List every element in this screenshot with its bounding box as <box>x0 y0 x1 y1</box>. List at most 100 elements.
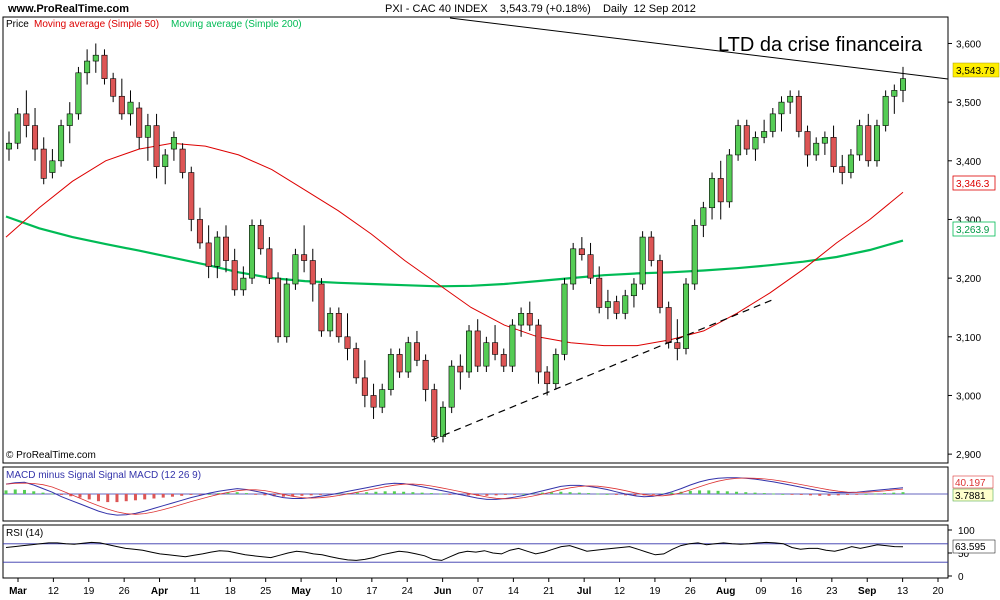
macd-hist-bar <box>790 494 794 495</box>
candle-body-up <box>735 125 742 156</box>
price-tick-label: 3,600 <box>956 39 981 50</box>
candle <box>726 149 733 208</box>
macd-hist-bar <box>41 492 45 494</box>
x-tick-label: Jul <box>577 586 592 597</box>
macd-hist-bar <box>217 493 221 494</box>
candle <box>900 66 906 103</box>
macd-hist-bar <box>772 493 776 495</box>
candle <box>683 278 690 355</box>
candle <box>66 102 73 144</box>
candle-body-up <box>66 113 73 126</box>
candle-body-up <box>561 283 568 355</box>
candle-body-up <box>761 131 768 138</box>
candle-body-down <box>23 113 30 126</box>
candle-body-down <box>318 283 325 332</box>
macd-hist-bar <box>846 494 850 495</box>
candle-body-down <box>587 254 594 279</box>
macd-hist-bar <box>78 494 82 498</box>
candle-body-down <box>717 178 724 203</box>
macd-hist-bar <box>466 494 470 496</box>
macd-hist-bar <box>365 492 369 494</box>
rsi-legend: RSI (14) <box>6 528 43 539</box>
candle-body-up <box>856 125 863 156</box>
candle-body-up <box>249 225 256 279</box>
candle-body-up <box>778 101 785 115</box>
macd-hist-bar <box>550 492 554 494</box>
candle <box>518 307 525 337</box>
candle <box>153 113 160 179</box>
macd-group <box>3 477 948 516</box>
macd-hist-bar <box>883 493 887 494</box>
macd-hist-bar <box>50 493 54 495</box>
signal-line <box>5 477 904 515</box>
price-axis: 3,600 3,500 3,400 3,300 3,200 3,100 3,000 2,900 <box>948 39 981 461</box>
candle <box>335 307 342 343</box>
candle <box>344 313 351 361</box>
candle <box>752 131 759 161</box>
candle <box>353 342 360 384</box>
candle-body-down <box>500 354 507 367</box>
candle <box>882 90 889 132</box>
macd-hist-bar <box>420 492 424 494</box>
candle <box>769 108 776 138</box>
x-tick-label: 16 <box>791 586 803 597</box>
macd-value1-badge <box>952 475 994 489</box>
price-tick-label: 3,300 <box>956 215 981 226</box>
candle <box>266 237 273 284</box>
rsi-line <box>5 541 904 561</box>
candle-body-down <box>526 313 533 326</box>
candle <box>570 242 577 290</box>
x-tick-label: Jun <box>434 586 452 597</box>
candle <box>422 354 429 402</box>
x-tick-label: Aug <box>716 586 735 597</box>
macd-hist-bar <box>735 491 739 494</box>
macd-hist-bar <box>309 494 313 496</box>
candle <box>75 66 82 120</box>
last-price-badge <box>952 62 1000 78</box>
macd-value1: 40.197 <box>955 478 986 489</box>
candle-body-down <box>257 225 264 250</box>
x-tick-label: 21 <box>543 586 555 597</box>
candle-body-up <box>752 137 759 150</box>
candle-body-up <box>873 125 880 162</box>
candle-body-up <box>214 236 221 267</box>
candle-body-up <box>787 95 794 103</box>
last-price-label: 3,543.79 <box>956 66 995 77</box>
candle-body-down <box>101 54 108 79</box>
candle-body-down <box>344 336 351 349</box>
candle-body-down <box>396 354 403 373</box>
candle-body-up <box>283 283 290 338</box>
macd-hist-bar <box>540 492 544 494</box>
candle <box>196 207 203 249</box>
macd-hist-bar <box>189 494 193 495</box>
price-tick-label: 3,500 <box>956 98 981 109</box>
macd-hist-bar <box>291 494 295 497</box>
rsi-tick-label: 100 <box>958 526 975 537</box>
macd-line <box>5 477 904 516</box>
candle-body-down <box>179 148 186 173</box>
macd-hist-bar <box>855 494 859 495</box>
macd-value2: 3.7881 <box>955 491 986 502</box>
candle <box>552 348 559 390</box>
candle <box>847 149 854 179</box>
price-tick-label: 3,400 <box>956 157 981 168</box>
candle <box>170 131 177 161</box>
price-tick-label: 3,100 <box>956 333 981 344</box>
candle <box>84 49 91 85</box>
candle-body-up <box>387 354 394 390</box>
candle <box>240 266 247 296</box>
macd-hist-bar <box>281 494 285 497</box>
ma50-badge <box>952 175 996 191</box>
macd-value2-badge <box>952 488 994 502</box>
macd-hist-bar <box>402 491 406 494</box>
candle-body-up <box>483 342 490 367</box>
candle-body-down <box>648 236 655 261</box>
macd-hist-bar <box>143 494 147 500</box>
macd-hist-bar <box>503 494 507 495</box>
candle <box>500 348 507 372</box>
candle <box>457 354 464 390</box>
site-label[interactable]: www.ProRealTime.com <box>7 3 129 15</box>
macd-hist-bar <box>698 490 702 494</box>
candle <box>674 319 681 361</box>
